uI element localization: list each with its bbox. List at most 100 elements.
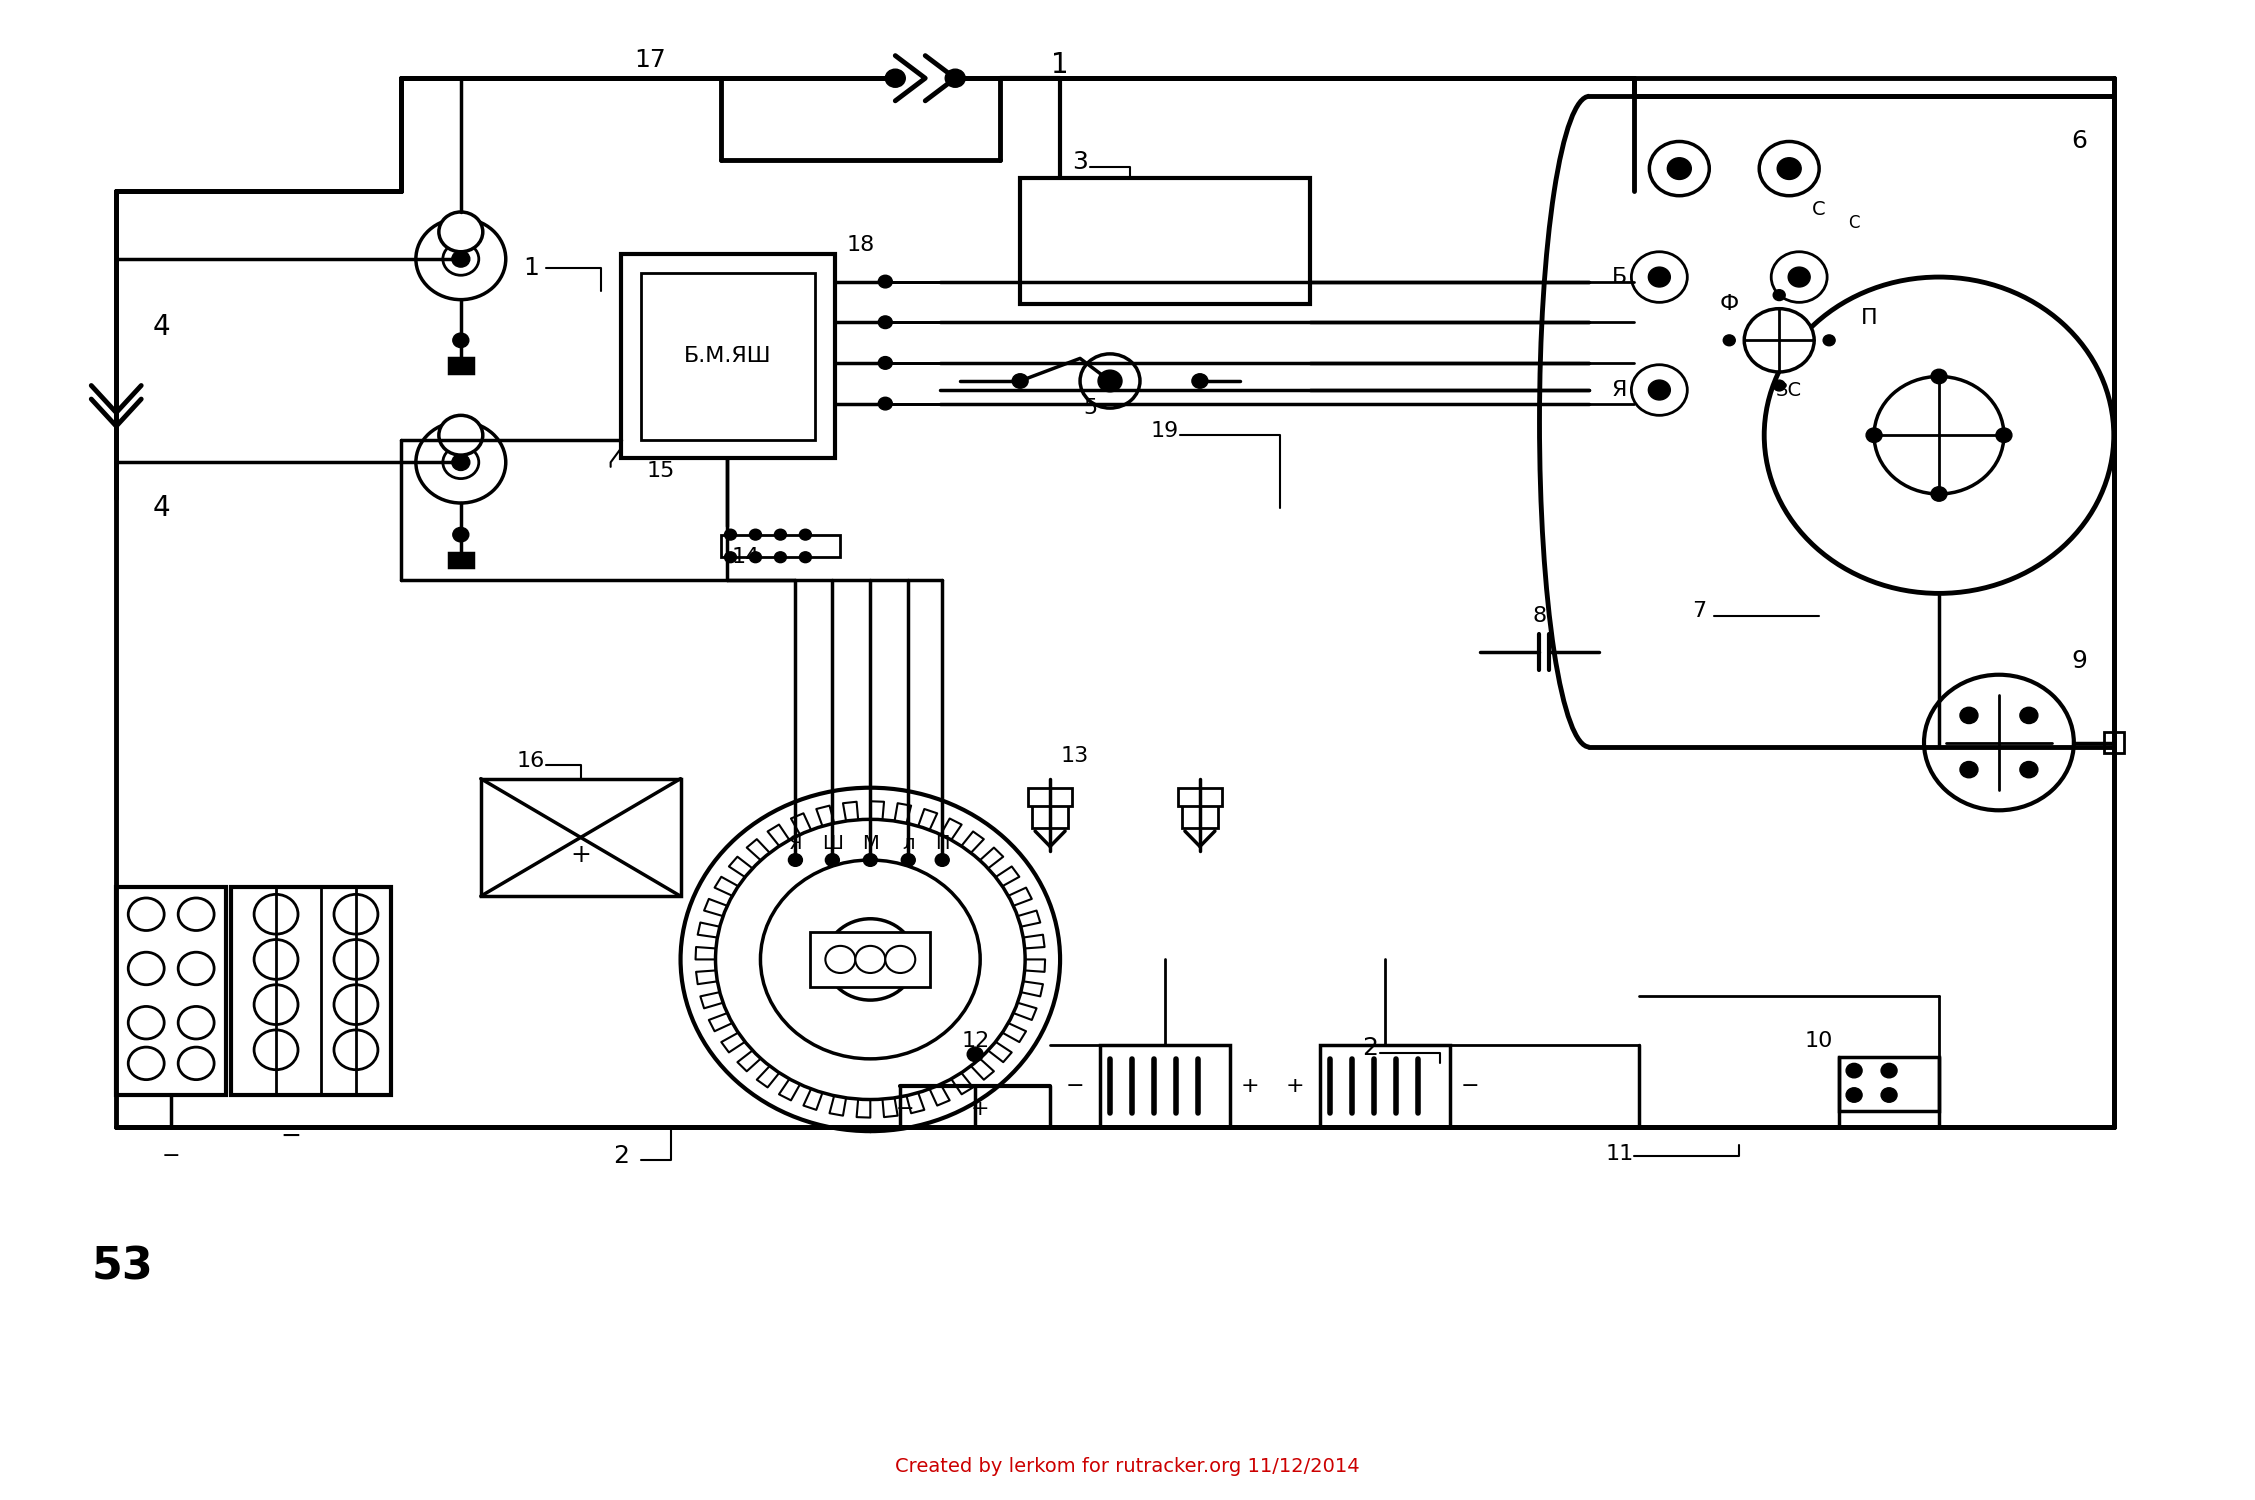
Text: −: − <box>1067 1076 1085 1096</box>
Bar <box>1182 801 1218 828</box>
Circle shape <box>442 243 478 274</box>
Circle shape <box>334 1030 379 1069</box>
Circle shape <box>825 920 916 1001</box>
Circle shape <box>855 946 886 974</box>
Circle shape <box>715 819 1026 1100</box>
Bar <box>117 886 226 1095</box>
Text: 18: 18 <box>846 236 875 255</box>
Text: +: + <box>1285 1076 1303 1096</box>
Bar <box>449 552 474 567</box>
Text: 2: 2 <box>613 1144 629 1168</box>
Text: −: − <box>162 1146 180 1167</box>
Circle shape <box>1648 267 1671 286</box>
Text: −: − <box>280 1124 302 1148</box>
Circle shape <box>2020 762 2039 778</box>
Text: +: + <box>1240 1076 1258 1096</box>
Bar <box>1028 788 1071 806</box>
Circle shape <box>1930 369 1946 384</box>
Bar <box>810 933 931 987</box>
Text: Б: Б <box>1612 267 1628 286</box>
Bar <box>640 273 816 440</box>
Bar <box>1319 1046 1450 1126</box>
Text: 15: 15 <box>647 462 674 482</box>
Text: 16: 16 <box>516 750 546 771</box>
Text: П: П <box>936 834 949 854</box>
Circle shape <box>749 530 762 540</box>
Circle shape <box>440 416 483 454</box>
Text: Created by lerkom for rutracker.org 11/12/2014: Created by lerkom for rutracker.org 11/1… <box>895 1458 1360 1476</box>
Text: 8: 8 <box>1533 606 1547 625</box>
Circle shape <box>1012 374 1028 388</box>
Circle shape <box>749 552 762 562</box>
Circle shape <box>1772 290 1786 300</box>
Circle shape <box>843 934 897 984</box>
Text: С: С <box>1849 214 1860 232</box>
Bar <box>1033 801 1069 828</box>
Bar <box>722 534 841 556</box>
Circle shape <box>415 219 505 300</box>
Text: 2: 2 <box>1362 1036 1378 1060</box>
Bar <box>1100 1046 1229 1126</box>
Text: 3: 3 <box>1071 150 1087 174</box>
Circle shape <box>129 1007 165 1040</box>
Circle shape <box>451 251 469 267</box>
Circle shape <box>773 552 787 562</box>
Circle shape <box>129 1047 165 1080</box>
Circle shape <box>1770 252 1827 303</box>
Text: Ш: Ш <box>821 834 843 854</box>
Circle shape <box>1930 486 1946 501</box>
Circle shape <box>1960 762 1978 778</box>
Circle shape <box>451 454 469 471</box>
Circle shape <box>1874 376 2005 494</box>
Text: ЗС: ЗС <box>1777 381 1802 399</box>
Bar <box>1840 1058 1939 1112</box>
Circle shape <box>877 398 893 410</box>
Circle shape <box>681 788 1060 1131</box>
Circle shape <box>178 952 214 984</box>
Bar <box>1019 177 1310 304</box>
Text: 19: 19 <box>1150 420 1179 441</box>
Circle shape <box>334 984 379 1024</box>
Circle shape <box>864 853 877 867</box>
Circle shape <box>760 859 981 1059</box>
Circle shape <box>877 316 893 328</box>
Circle shape <box>442 446 478 478</box>
Circle shape <box>877 357 893 369</box>
Circle shape <box>886 69 904 87</box>
Circle shape <box>2020 708 2039 723</box>
Text: +: + <box>972 1098 990 1119</box>
Text: 7: 7 <box>1691 602 1707 621</box>
Circle shape <box>1788 267 1811 286</box>
Circle shape <box>773 530 787 540</box>
Text: 13: 13 <box>1060 746 1089 766</box>
Circle shape <box>129 898 165 930</box>
Text: −: − <box>1461 1076 1479 1096</box>
Bar <box>449 358 474 374</box>
Circle shape <box>1847 1088 1863 1102</box>
Circle shape <box>825 946 855 974</box>
Text: +: + <box>571 843 591 867</box>
Bar <box>480 778 681 896</box>
Text: Б.М.ЯШ: Б.М.ЯШ <box>683 345 771 366</box>
Text: 9: 9 <box>2070 650 2086 674</box>
Circle shape <box>1847 1064 1863 1078</box>
Text: 11: 11 <box>1606 1144 1633 1164</box>
Bar <box>1177 788 1222 806</box>
Circle shape <box>945 69 965 87</box>
Circle shape <box>1648 141 1709 195</box>
Circle shape <box>825 853 839 867</box>
Circle shape <box>1193 374 1209 388</box>
Text: 1: 1 <box>523 256 539 280</box>
Circle shape <box>178 1047 214 1080</box>
Circle shape <box>178 1007 214 1040</box>
Circle shape <box>1996 427 2011 442</box>
Circle shape <box>255 939 298 980</box>
Text: Ф: Ф <box>1721 294 1739 314</box>
Circle shape <box>334 939 379 980</box>
Circle shape <box>886 946 916 974</box>
Circle shape <box>453 333 469 348</box>
Circle shape <box>852 944 888 975</box>
Circle shape <box>1867 427 1883 442</box>
Text: 17: 17 <box>634 48 667 72</box>
Circle shape <box>440 211 483 252</box>
